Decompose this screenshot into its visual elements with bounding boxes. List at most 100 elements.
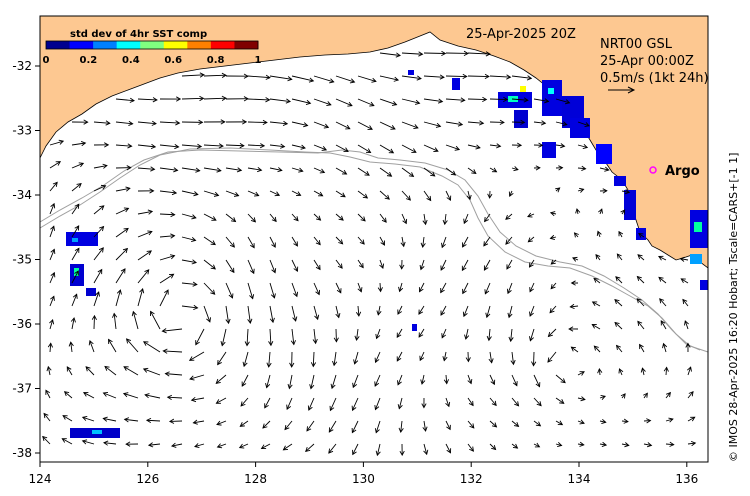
- current-arrow: [47, 342, 54, 353]
- current-arrow: [115, 268, 126, 284]
- current-arrow: [260, 443, 271, 450]
- current-arrow: [333, 328, 339, 343]
- current-arrow: [49, 318, 55, 330]
- y-tick-label: -37: [12, 382, 32, 396]
- current-arrow: [264, 397, 271, 409]
- current-arrow: [290, 328, 296, 346]
- current-arrow: [310, 351, 317, 368]
- current-arrow: [508, 328, 514, 343]
- x-tick-label: 134: [568, 472, 591, 486]
- current-arrow: [507, 305, 513, 319]
- current-arrow: [181, 143, 203, 149]
- current-arrow: [621, 442, 630, 448]
- current-arrow: [528, 259, 535, 268]
- current-arrow: [489, 443, 497, 451]
- current-arrow: [529, 305, 535, 317]
- current-arrow: [247, 282, 255, 300]
- current-arrow: [240, 397, 249, 407]
- current-arrow: [247, 236, 255, 249]
- current-arrow: [332, 351, 338, 367]
- current-arrow: [511, 142, 523, 148]
- current-arrow: [418, 305, 425, 315]
- current-arrow: [131, 310, 139, 330]
- current-arrow: [687, 440, 697, 447]
- current-arrow: [419, 351, 425, 362]
- current-arrow: [247, 119, 268, 126]
- current-arrow: [287, 374, 293, 390]
- current-arrow: [305, 443, 315, 453]
- current-arrow: [188, 351, 205, 361]
- current-arrow: [71, 270, 79, 284]
- current-arrow: [335, 167, 348, 175]
- current-arrow: [421, 397, 427, 409]
- current-arrow: [137, 250, 152, 261]
- current-arrow: [137, 209, 154, 215]
- current-arrow: [239, 420, 249, 427]
- copyright-note: © IMOS 28-Apr-2025 16:20 Hobart; Tscale=…: [727, 153, 740, 462]
- current-arrow: [335, 75, 356, 84]
- current-arrow: [335, 98, 353, 107]
- x-tick-label: 124: [29, 472, 52, 486]
- current-arrow: [533, 165, 541, 171]
- current-arrow: [189, 374, 205, 381]
- current-arrow: [529, 328, 535, 342]
- current-arrow: [115, 207, 130, 215]
- current-arrow: [71, 162, 85, 169]
- current-arrow: [423, 98, 444, 104]
- current-arrow: [401, 75, 422, 81]
- current-arrow: [269, 167, 283, 173]
- y-tick-label: -32: [12, 59, 32, 73]
- isobath-contour: [39, 147, 709, 353]
- current-arrow: [445, 73, 468, 80]
- current-arrow: [225, 282, 234, 299]
- current-arrow: [598, 208, 603, 215]
- current-arrow: [159, 96, 182, 102]
- current-arrow: [181, 213, 197, 220]
- colorbar-tick-label: 0.6: [164, 55, 182, 66]
- current-arrow: [401, 144, 417, 153]
- current-arrow: [620, 393, 626, 399]
- current-arrow: [313, 213, 322, 221]
- current-arrow: [467, 51, 491, 57]
- current-arrow: [420, 374, 426, 385]
- current-arrow: [49, 202, 56, 215]
- colorbar-ticks: 0 0.2 0.4 0.6 0.8 1: [43, 55, 262, 66]
- current-arrow: [595, 253, 601, 261]
- current-arrow: [379, 98, 398, 106]
- current-arrow: [445, 190, 452, 202]
- current-arrow: [71, 182, 82, 192]
- current-arrow: [282, 443, 293, 451]
- current-arrow: [577, 165, 587, 171]
- current-arrow: [247, 143, 266, 149]
- current-arrow: [335, 190, 346, 198]
- current-arrow: [423, 190, 432, 202]
- current-arrow: [637, 254, 645, 261]
- current-arrow: [485, 305, 491, 319]
- current-arrow: [529, 282, 535, 293]
- current-arrow: [549, 234, 557, 240]
- current-arrow: [159, 289, 169, 307]
- current-arrow: [351, 420, 359, 434]
- current-arrow: [247, 97, 271, 103]
- current-arrow: [533, 98, 550, 104]
- current-arrow: [483, 236, 491, 247]
- current-arrow: [190, 396, 205, 403]
- colorbar-title: std dev of 4hr SST comp: [70, 29, 207, 40]
- current-arrow: [335, 144, 349, 152]
- current-arrow: [291, 167, 304, 173]
- current-arrow: [636, 298, 645, 307]
- current-arrow: [159, 167, 179, 173]
- colorbar-tick-label: 1: [255, 55, 262, 66]
- current-arrow: [467, 167, 477, 174]
- current-arrow: [335, 121, 351, 130]
- current-arrow: [489, 143, 502, 149]
- current-arrow: [680, 278, 689, 284]
- current-arrow: [445, 121, 464, 127]
- current-arrow: [81, 439, 95, 445]
- current-arrow: [291, 282, 299, 298]
- current-arrow: [66, 366, 73, 376]
- current-arrow: [423, 167, 436, 177]
- current-arrow: [291, 236, 298, 247]
- current-arrow: [441, 328, 447, 339]
- current-arrow: [420, 236, 426, 249]
